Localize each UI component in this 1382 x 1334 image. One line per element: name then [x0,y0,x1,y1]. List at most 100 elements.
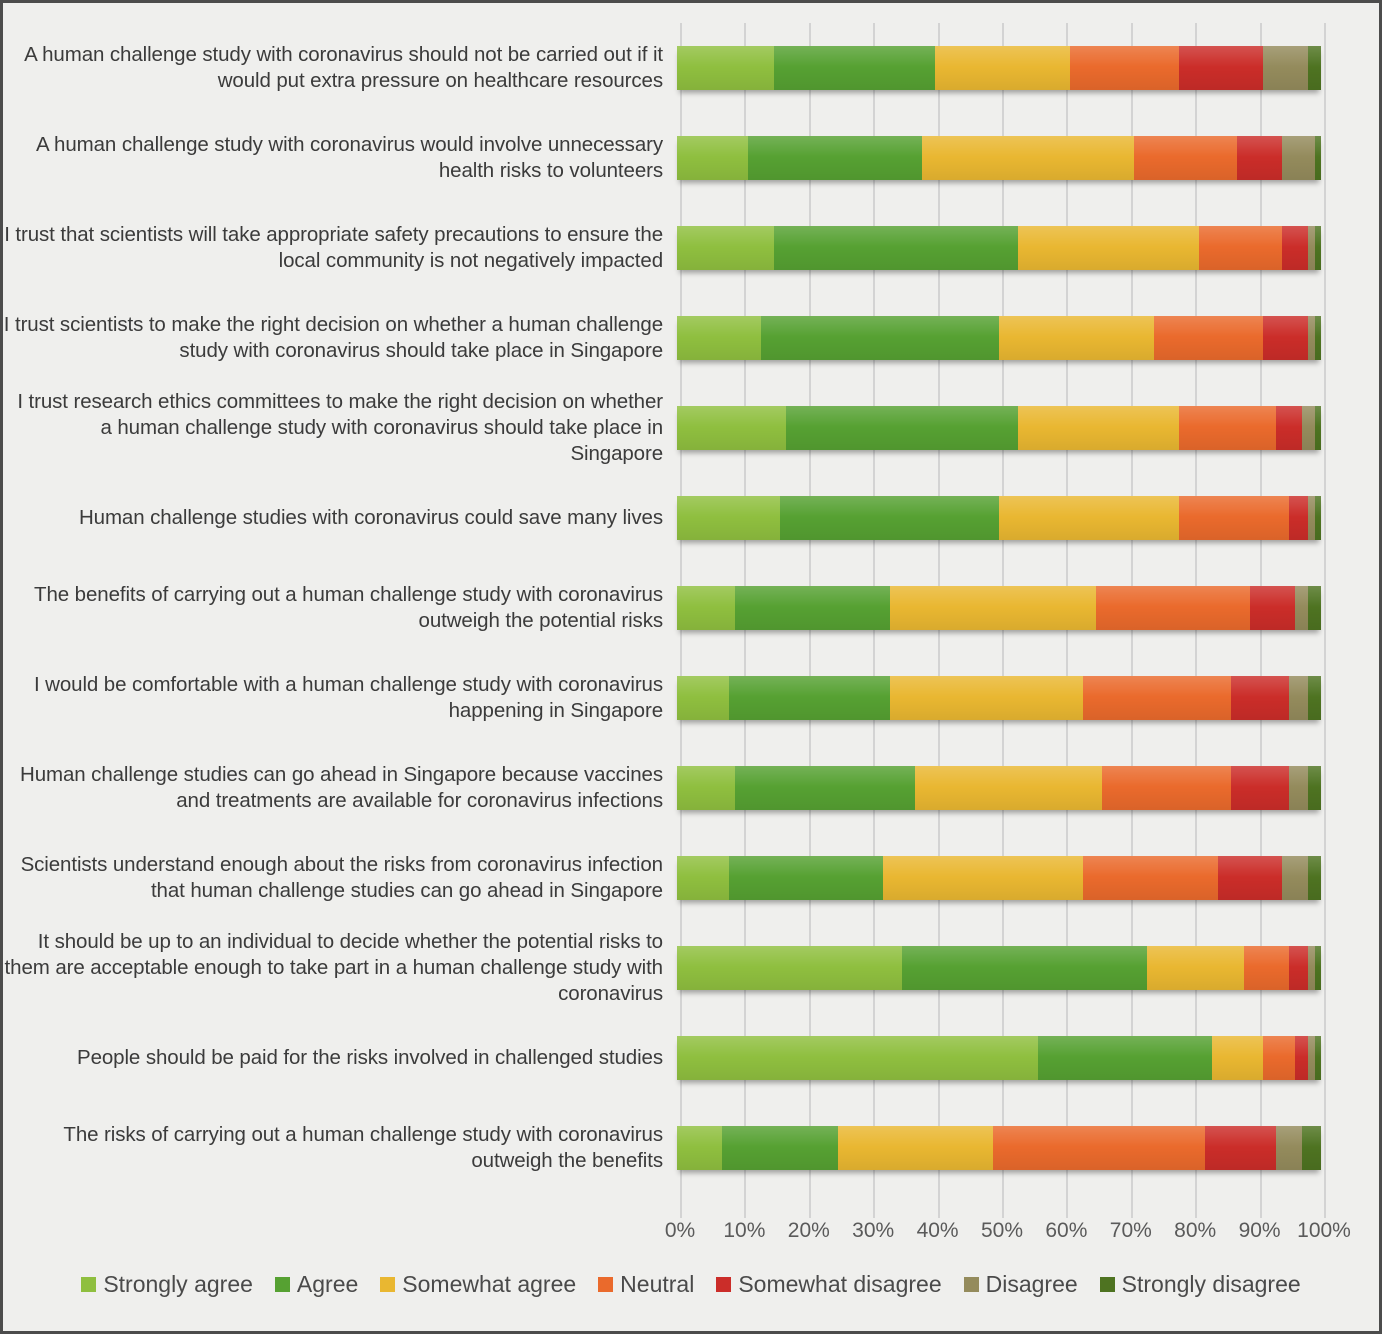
bar-segment-neutral[interactable] [1243,946,1289,990]
bar-segment-disagree[interactable] [1301,406,1315,450]
legend-item-strongly-disagree[interactable]: Strongly disagree [1099,1271,1301,1298]
stacked-bar[interactable] [677,856,1321,900]
legend-item-somewhat-agree[interactable]: Somewhat agree [380,1271,576,1298]
bar-segment-neutral[interactable] [992,1126,1206,1170]
bar-segment-strongly-agree[interactable] [677,676,729,720]
bar-segment-agree[interactable] [728,676,890,720]
bar-segment-strongly-agree[interactable] [677,406,787,450]
bar-segment-neutral[interactable] [1134,136,1238,180]
bar-segment-disagree[interactable] [1308,1036,1315,1080]
bar-segment-somewhat-agree[interactable] [998,316,1154,360]
stacked-bar[interactable] [677,406,1322,450]
bar-segment-somewhat-disagree[interactable] [1205,1126,1276,1170]
bar-segment-agree[interactable] [773,226,1019,270]
bar-segment-strongly-agree[interactable] [677,856,729,900]
bar-segment-neutral[interactable] [1179,406,1276,450]
bar-segment-somewhat-disagree[interactable] [1295,1036,1309,1080]
bar-segment-agree[interactable] [760,316,1000,360]
bar-segment-somewhat-agree[interactable] [998,496,1180,540]
bar-segment-strongly-agree[interactable] [677,586,735,630]
bar-segment-somewhat-agree[interactable] [1211,1036,1264,1080]
bar-segment-neutral[interactable] [1263,1036,1296,1080]
stacked-bar[interactable] [677,946,1322,990]
bar-segment-somewhat-disagree[interactable] [1263,316,1309,360]
legend-item-strongly-agree[interactable]: Strongly agree [81,1271,253,1298]
bar-segment-strongly-disagree[interactable] [1308,856,1321,900]
bar-segment-agree[interactable] [1037,1036,1212,1080]
bar-segment-agree[interactable] [786,406,1019,450]
bar-segment-somewhat-disagree[interactable] [1230,676,1289,720]
bar-segment-somewhat-disagree[interactable] [1275,406,1302,450]
bar-segment-agree[interactable] [747,136,922,180]
bar-segment-agree[interactable] [734,766,916,810]
bar-segment-disagree[interactable] [1308,316,1315,360]
bar-segment-agree[interactable] [773,46,935,90]
bar-segment-somewhat-agree[interactable] [837,1126,993,1170]
bar-segment-somewhat-agree[interactable] [1147,946,1244,990]
legend-item-disagree[interactable]: Disagree [963,1271,1078,1298]
bar-segment-somewhat-agree[interactable] [934,46,1071,90]
bar-segment-neutral[interactable] [1095,586,1251,630]
bar-segment-strongly-disagree[interactable] [1308,676,1321,720]
bar-segment-somewhat-disagree[interactable] [1217,856,1283,900]
bar-segment-agree[interactable] [902,946,1148,990]
bar-segment-neutral[interactable] [1153,316,1264,360]
bar-segment-strongly-disagree[interactable] [1308,586,1321,630]
bar-segment-somewhat-agree[interactable] [915,766,1103,810]
bar-segment-somewhat-agree[interactable] [889,586,1096,630]
bar-segment-disagree[interactable] [1308,226,1316,270]
bar-segment-neutral[interactable] [1102,766,1231,810]
stacked-bar[interactable] [677,496,1322,540]
bar-segment-strongly-agree[interactable] [677,1036,1038,1080]
bar-segment-strongly-agree[interactable] [677,46,774,90]
bar-segment-somewhat-agree[interactable] [883,856,1083,900]
stacked-bar[interactable] [677,1036,1322,1080]
bar-segment-disagree[interactable] [1288,676,1309,720]
bar-segment-strongly-agree[interactable] [677,1126,723,1170]
bar-segment-strongly-disagree[interactable] [1314,226,1322,270]
legend-item-neutral[interactable]: Neutral [598,1271,694,1298]
bar-segment-somewhat-agree[interactable] [1018,406,1180,450]
bar-segment-somewhat-agree[interactable] [889,676,1083,720]
stacked-bar[interactable] [677,226,1322,270]
stacked-bar[interactable] [677,586,1321,630]
stacked-bar[interactable] [677,136,1322,180]
bar-segment-neutral[interactable] [1179,496,1290,540]
bar-segment-strongly-agree[interactable] [677,316,761,360]
bar-segment-strongly-disagree[interactable] [1301,1126,1322,1170]
stacked-bar[interactable] [677,316,1322,360]
bar-segment-strongly-disagree[interactable] [1314,1036,1322,1080]
bar-segment-somewhat-disagree[interactable] [1230,766,1289,810]
bar-segment-strongly-agree[interactable] [677,766,735,810]
bar-segment-somewhat-disagree[interactable] [1250,586,1296,630]
bar-segment-strongly-disagree[interactable] [1314,136,1322,180]
stacked-bar[interactable] [677,1126,1322,1170]
bar-segment-somewhat-disagree[interactable] [1179,46,1264,90]
bar-segment-agree[interactable] [728,856,884,900]
legend-item-agree[interactable]: Agree [274,1271,358,1298]
bar-segment-somewhat-agree[interactable] [921,136,1135,180]
stacked-bar[interactable] [677,46,1321,90]
bar-segment-strongly-agree[interactable] [677,136,748,180]
bar-segment-disagree[interactable] [1275,1126,1302,1170]
bar-segment-strongly-disagree[interactable] [1314,946,1322,990]
bar-segment-agree[interactable] [780,496,999,540]
bar-segment-somewhat-disagree[interactable] [1237,136,1283,180]
stacked-bar[interactable] [677,676,1321,720]
bar-segment-disagree[interactable] [1263,46,1309,90]
bar-segment-neutral[interactable] [1198,226,1283,270]
bar-segment-disagree[interactable] [1295,586,1309,630]
bar-segment-strongly-disagree[interactable] [1314,496,1322,540]
bar-segment-strongly-disagree[interactable] [1314,316,1322,360]
bar-segment-neutral[interactable] [1082,676,1231,720]
bar-segment-strongly-disagree[interactable] [1308,46,1321,90]
bar-segment-disagree[interactable] [1308,946,1316,990]
bar-segment-somewhat-disagree[interactable] [1282,226,1309,270]
bar-segment-disagree[interactable] [1308,496,1315,540]
bar-segment-agree[interactable] [722,1126,838,1170]
bar-segment-somewhat-disagree[interactable] [1288,496,1309,540]
legend-item-somewhat-disagree[interactable]: Somewhat disagree [716,1271,942,1298]
bar-segment-strongly-disagree[interactable] [1308,766,1321,810]
bar-segment-strongly-disagree[interactable] [1314,406,1322,450]
bar-segment-disagree[interactable] [1282,136,1315,180]
